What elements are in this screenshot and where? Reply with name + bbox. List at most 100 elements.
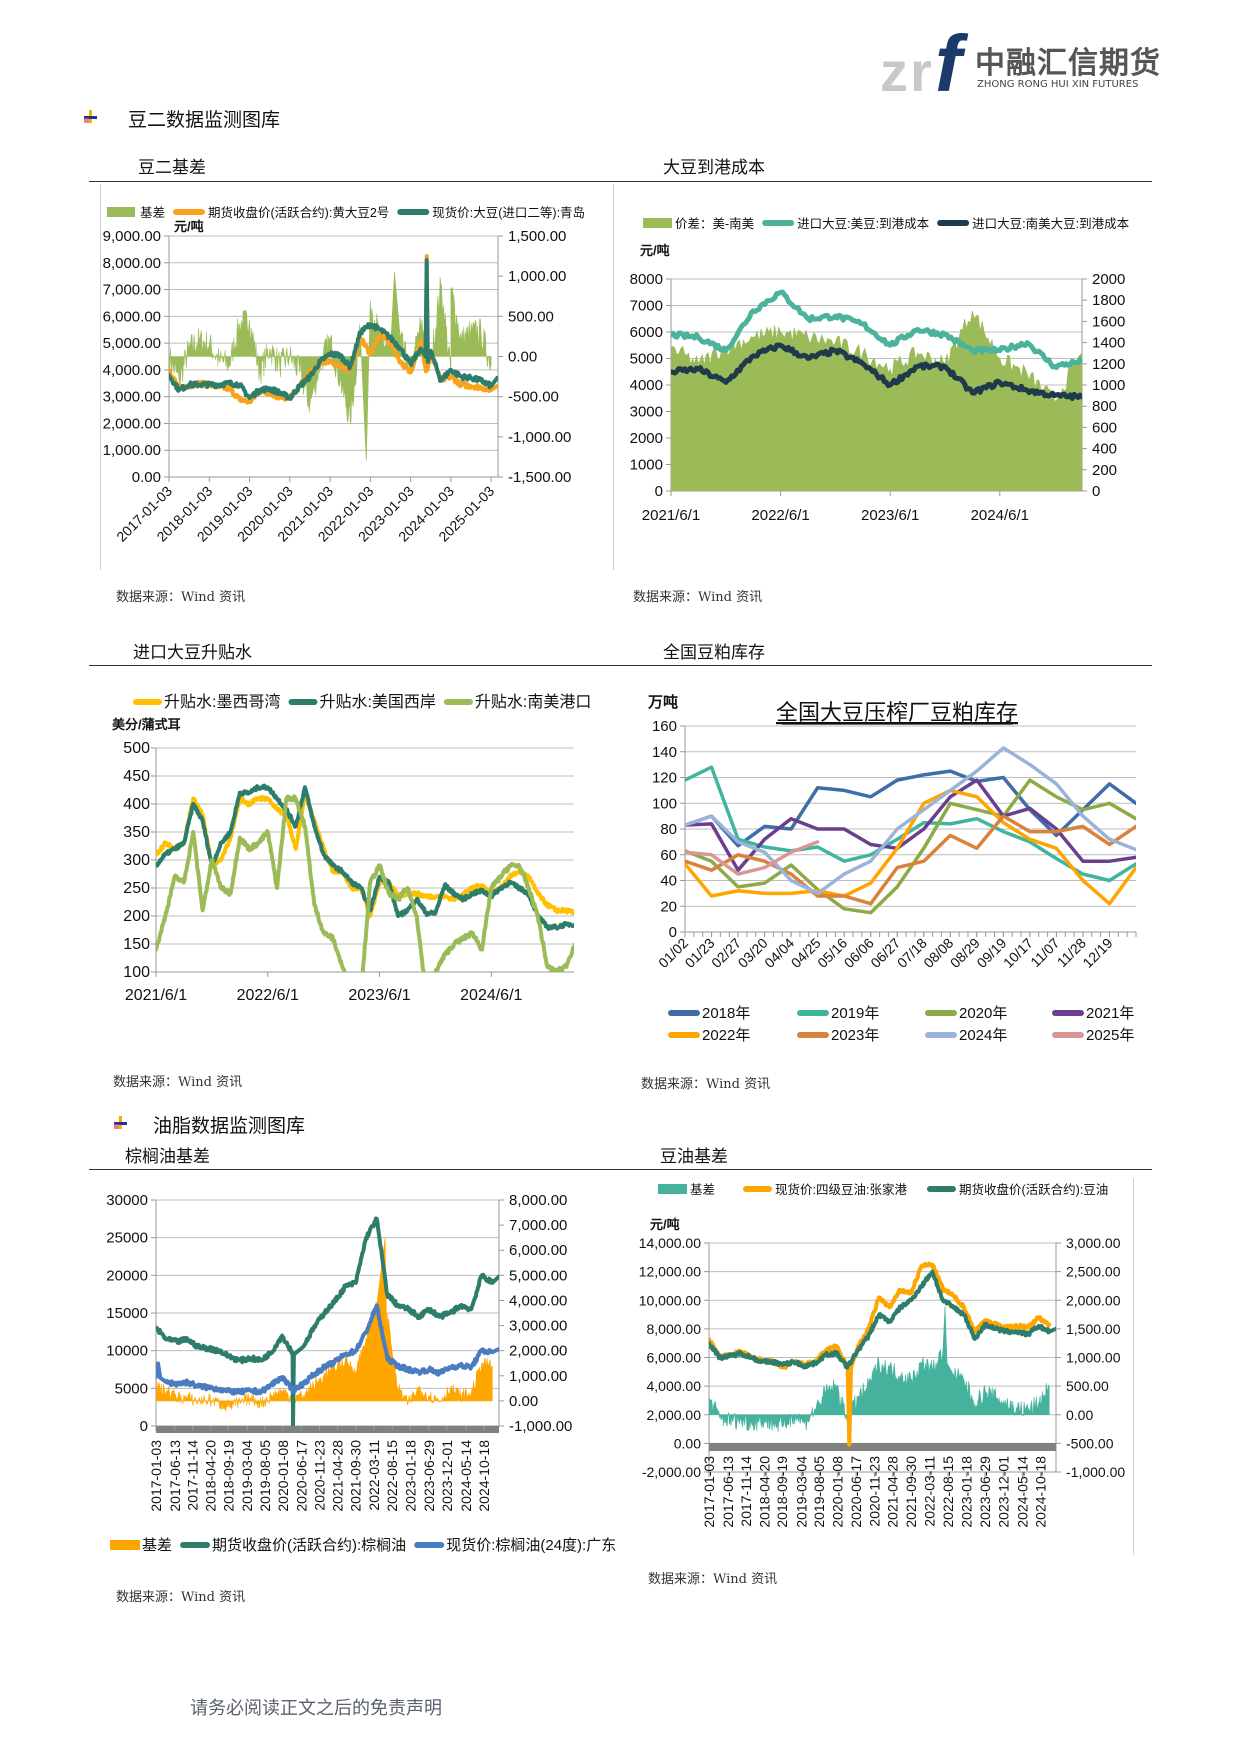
chart-title: 豆二基差 [138,158,206,178]
axis-band [156,1426,499,1433]
logo-mark: z r f [880,19,962,108]
legend-item: 2018年 [668,1005,750,1022]
series-line-1 [671,289,1082,370]
series-area-0 [169,272,492,461]
legend-label: 现货价:四级豆油:张家港 [775,1182,907,1197]
legend-item: 期货收盘价(活跃合约):豆油 [927,1182,1108,1197]
y-tick-label: 200 [123,908,150,925]
y-tick-label: 1000 [630,457,663,474]
legend-label: 现货价:棕榈油(24度):广东 [446,1537,616,1554]
x-tick-label: 2020-01-08 [829,1456,845,1528]
chart-title: 进口大豆升贴水 [133,643,252,663]
data-source-note: 数据来源：Wind 资讯 [641,1077,771,1092]
y-tick-label: 4,000.00 [103,362,161,379]
y-tick-label: 450 [123,768,150,785]
legend-swatch [643,218,672,228]
x-tick-label: 2021-04-28 [885,1456,901,1528]
y-tick-label: 15000 [106,1305,148,1322]
series-line-2 [156,794,574,972]
y-tick-label: 20000 [106,1267,148,1284]
legend-item: 2025年 [1052,1027,1134,1044]
y2-tick-label: -500.00 [508,389,559,406]
y-tick-label: 40 [660,873,677,890]
y2-tick-label: 2000 [1092,271,1125,288]
y-tick-label: 3,000.00 [103,389,161,406]
y-tick-label: 3000 [630,404,663,421]
legend-label: 2019年 [831,1005,879,1022]
x-tick-label: 2021-09-30 [348,1440,364,1512]
chart-title: 棕榈油基差 [125,1147,210,1167]
chart-frame [1133,1178,1134,1555]
x-tick-label: 2021-04-28 [330,1440,346,1512]
legend-item: 升贴水:墨西哥湾 [133,693,280,711]
y2-tick-label: 1,000.00 [508,268,566,285]
x-tick-label: 2020-06-17 [848,1456,864,1528]
legend-item: 升贴水:美国西岸 [288,693,436,711]
legend-swatch [107,207,135,217]
y-tick-label: 80 [660,821,677,838]
legend-label: 进口大豆:南美大豆:到港成本 [972,216,1129,231]
x-tick-label: 2023-01-18 [402,1440,418,1512]
x-tick-label: 10/17 [1000,935,1036,971]
legend-label: 基差 [142,1537,172,1554]
y-tick-label: 2,000.00 [103,415,161,432]
series-area-0 [671,310,1082,491]
x-tick-label: 2021-09-30 [903,1456,919,1528]
x-tick-label: 2022/6/1 [751,507,809,524]
x-tick-label: 01/23 [682,935,718,971]
x-tick-label: 2023-01-18 [958,1456,974,1528]
section-title: 油脂数据监测图库 [153,1115,306,1137]
y2-tick-label: 400 [1092,441,1117,458]
y-tick-label: 5000 [115,1380,148,1397]
y-tick-label: 8,000.00 [647,1321,702,1337]
y2-tick-label: 2,500.00 [1066,1264,1121,1280]
y2-tick-label: -1,000.00 [508,429,571,446]
y2-tick-label: -1,000.00 [509,1418,572,1435]
y-tick-label: 2,000.00 [647,1407,702,1423]
inner-chart-title: 全国大豆压榨厂豆粕库存 [776,701,1018,726]
divider [89,181,1152,182]
y-tick-label: 6000 [630,324,663,341]
y-tick-label: 6,000.00 [647,1350,702,1366]
x-tick-label: 2020-01-08 [275,1440,291,1512]
x-tick-label: 2022/6/1 [237,987,299,1004]
legend-item: 期货收盘价(活跃合约):棕榈油 [180,1536,406,1554]
y-tick-label: 12,000.00 [639,1264,701,1280]
y-tick-label: 20 [660,898,677,915]
data-source-note: 数据来源：Wind 资讯 [633,590,763,605]
x-tick-label: 08/29 [947,935,983,971]
y2-tick-label: 0.00 [1066,1407,1093,1423]
y-tick-label: 0.00 [132,469,161,486]
y-tick-label: 100 [652,795,677,812]
legend-item: 价差：美-南美 [643,216,754,231]
legend-label: 2024年 [959,1027,1007,1044]
legend-item: 进口大豆:南美大豆:到港成本 [937,216,1130,231]
legend-label: 2022年 [702,1027,750,1044]
y-tick-label: 100 [123,964,150,981]
x-tick-label: 2019-03-04 [793,1456,809,1528]
legend-item: 期货收盘价(活跃合约):黄大豆2号 [173,205,389,220]
chart-import-soy-premium: 100 150 200 250 300 350 400 450 500 2021/6/1 2022/… [112,693,591,1004]
legend-item: 2022年 [668,1027,750,1044]
legend-item: 升贴水:南美港口 [443,693,591,711]
chart-frame [613,184,614,570]
y-tick-label: 2000 [630,430,663,447]
x-tick-label: 2019-08-05 [257,1440,273,1512]
y-tick-label: 5,000.00 [103,335,161,352]
section-bullet-icon [114,1116,128,1130]
legend-item: 进口大豆:美豆:到港成本 [762,217,930,231]
series-line-4 [685,788,1136,906]
chart-soymeal-inventory: 0 20 40 60 80 100 120 140 160 01/0201/2302/2703/2… [647,693,1137,1044]
x-tick-label: 2021/6/1 [642,507,700,524]
legend-item: 基差 [107,206,165,220]
disclaimer-footer: 请务必阅读正文之后的免责声明 [190,1698,442,1719]
y-tick-label: 0 [669,924,677,941]
y2-tick-label: 500.00 [508,308,554,325]
series-line-2 [685,778,1136,915]
x-tick-label: 2024/6/1 [971,507,1029,524]
series-line-6 [685,746,1136,896]
y2-tick-label: 1,500.00 [1066,1321,1121,1337]
section-title: 豆二数据监测图库 [128,109,281,131]
axis-unit-label: 元/吨 [174,219,204,234]
axis-unit-label: 元/吨 [650,1217,680,1232]
